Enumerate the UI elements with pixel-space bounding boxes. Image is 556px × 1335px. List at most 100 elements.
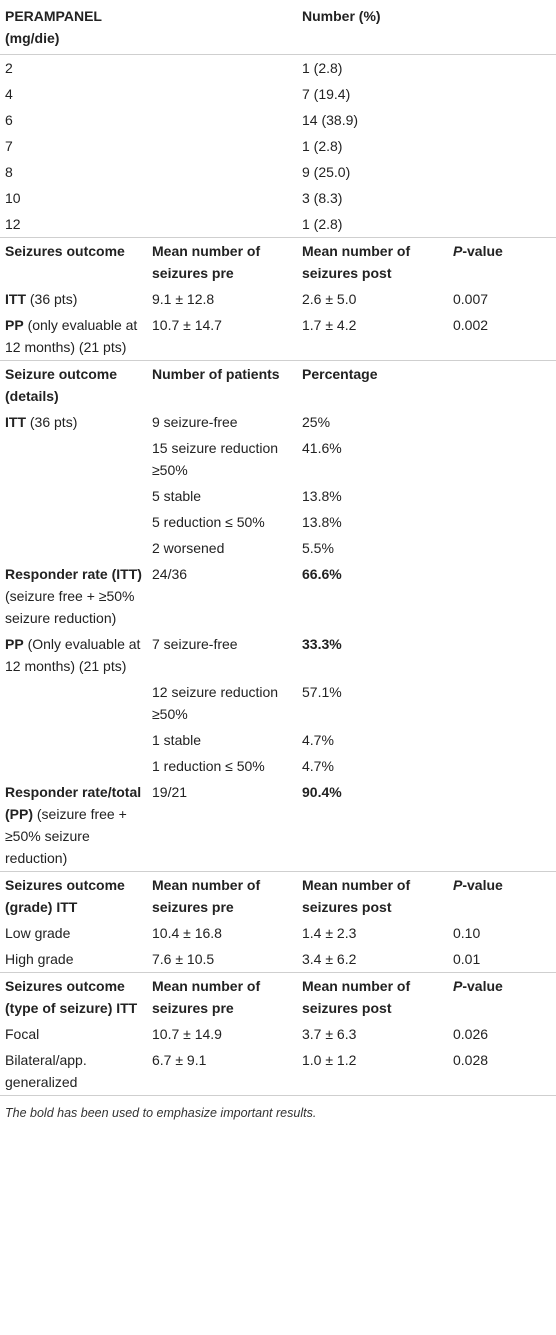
cell-text: -value — [462, 243, 503, 259]
table-cell — [448, 133, 556, 159]
cell-text: Mean number of seizures pre — [152, 243, 261, 281]
table-row: PP (Only evaluable at 12 months) (21 pts… — [0, 631, 556, 679]
cell-text: Mean number of seizures pre — [152, 978, 261, 1016]
table-cell: 3 (8.3) — [297, 185, 448, 211]
table-cell: 9 seizure-free — [147, 409, 297, 435]
table-cell — [448, 631, 556, 679]
table-cell — [0, 535, 147, 561]
cell-text: (only evaluable at 12 months) (21 pts) — [5, 317, 138, 355]
cell-text: 2.6 ± 5.0 — [302, 291, 357, 307]
table-cell: Seizure outcome (details) — [0, 360, 147, 409]
table-row: PP (only evaluable at 12 months) (21 pts… — [0, 312, 556, 361]
cell-text: 25% — [302, 414, 331, 430]
table-cell — [448, 779, 556, 872]
cell-text: ITT — [5, 414, 26, 430]
cell-text: 14 (38.9) — [302, 112, 359, 128]
cell-text: High grade — [5, 951, 74, 967]
cell-text: 0.026 — [453, 1026, 489, 1042]
table-cell: Mean number of seizures post — [297, 237, 448, 286]
table-cell: 1.0 ± 1.2 — [297, 1047, 448, 1096]
cell-text: Seizures outcome (type of seizure) ITT — [5, 978, 138, 1016]
cell-text: 0.002 — [453, 317, 489, 333]
cell-text: PP — [5, 317, 24, 333]
footnote: The bold has been used to emphasize impo… — [5, 1106, 317, 1120]
table-cell: 2 worsened — [147, 535, 297, 561]
table-cell — [448, 409, 556, 435]
table-cell: Mean number of seizures post — [297, 871, 448, 920]
cell-text: 5.5% — [302, 540, 334, 556]
cell-text: 7 (19.4) — [302, 86, 351, 102]
cell-text: Number of patients — [152, 366, 280, 382]
cell-text: (Only evaluable at 12 months) (21 pts) — [5, 636, 141, 674]
table-cell: 1.4 ± 2.3 — [297, 920, 448, 946]
table-cell: P-value — [448, 972, 556, 1021]
cell-text: 1 (2.8) — [302, 138, 343, 154]
table-row: Responder rate (ITT) (seizure free + ≥50… — [0, 561, 556, 631]
table-cell: 3.4 ± 6.2 — [297, 946, 448, 973]
cell-text: 1.7 ± 4.2 — [302, 317, 357, 333]
table-cell — [448, 435, 556, 483]
cell-text: PERAMPANEL (mg/die) — [5, 8, 102, 46]
cell-text: Mean number of seizures post — [302, 978, 411, 1016]
cell-text: Mean number of seizures post — [302, 243, 411, 281]
table-row: 12 1 (2.8) — [0, 211, 556, 238]
table-cell — [147, 159, 297, 185]
table-cell: Seizures outcome — [0, 237, 147, 286]
table-row: 12 seizure reduction ≥50% 57.1% — [0, 679, 556, 727]
table-cell: 4 — [0, 81, 147, 107]
table-cell: Responder rate/total (PP) (seizure free … — [0, 779, 147, 872]
table-row: PERAMPANEL (mg/die) Number (%) — [0, 0, 556, 55]
cell-text: 66.6% — [302, 566, 342, 582]
table-cell: 1.7 ± 4.2 — [297, 312, 448, 361]
table-cell: 5 stable — [147, 483, 297, 509]
cell-text: 10.4 ± 16.8 — [152, 925, 222, 941]
cell-text: 4 — [5, 86, 13, 102]
cell-text: Seizures outcome (grade) ITT — [5, 877, 125, 915]
cell-text: -value — [462, 978, 503, 994]
table-row: Bilateral/app. generalized 6.7 ± 9.1 1.0 ±… — [0, 1047, 556, 1096]
table-cell — [0, 435, 147, 483]
cell-text: 7.6 ± 10.5 — [152, 951, 215, 967]
table-row: Seizure outcome (details) Number of patie… — [0, 360, 556, 409]
table-cell: 19/21 — [147, 779, 297, 872]
table-cell: 7 seizure-free — [147, 631, 297, 679]
table-row: ITT (36 pts) 9.1 ± 12.8 2.6 ± 5.0 0.007 — [0, 286, 556, 312]
cell-text: 4.7% — [302, 732, 334, 748]
table-row: 2 1 (2.8) — [0, 55, 556, 82]
table-row: Seizures outcome Mean number of seizures … — [0, 237, 556, 286]
table-cell: 8 — [0, 159, 147, 185]
table-cell: 1 stable — [147, 727, 297, 753]
table-cell: Low grade — [0, 920, 147, 946]
table-cell — [448, 679, 556, 727]
table-cell: 13.8% — [297, 509, 448, 535]
table-cell: P-value — [448, 871, 556, 920]
table-cell: P-value — [448, 237, 556, 286]
table-cell: Percentage — [297, 360, 448, 409]
table-cell: 0.002 — [448, 312, 556, 361]
table-cell: 24/36 — [147, 561, 297, 631]
cell-text: Number (%) — [302, 8, 381, 24]
table-cell — [448, 211, 556, 238]
table-row: 8 9 (25.0) — [0, 159, 556, 185]
cell-text: 0.007 — [453, 291, 489, 307]
table-cell: 10 — [0, 185, 147, 211]
table-cell: 9 (25.0) — [297, 159, 448, 185]
table-cell — [147, 81, 297, 107]
table-cell: 41.6% — [297, 435, 448, 483]
cell-text: 0.10 — [453, 925, 481, 941]
table-row: 2 worsened 5.5% — [0, 535, 556, 561]
cell-text: 9 (25.0) — [302, 164, 351, 180]
cell-text: 3.7 ± 6.3 — [302, 1026, 357, 1042]
table-cell: 13.8% — [297, 483, 448, 509]
cell-text: (36 pts) — [26, 414, 78, 430]
cell-text: ITT — [5, 291, 26, 307]
cell-text: 19/21 — [152, 784, 188, 800]
cell-text: Seizures outcome — [5, 243, 125, 259]
table-cell: 1 (2.8) — [297, 211, 448, 238]
cell-text: 4.7% — [302, 758, 334, 774]
table-row: 10 3 (8.3) — [0, 185, 556, 211]
cell-text: 2 worsened — [152, 540, 225, 556]
cell-text: -value — [462, 877, 503, 893]
cell-text: (36 pts) — [26, 291, 78, 307]
